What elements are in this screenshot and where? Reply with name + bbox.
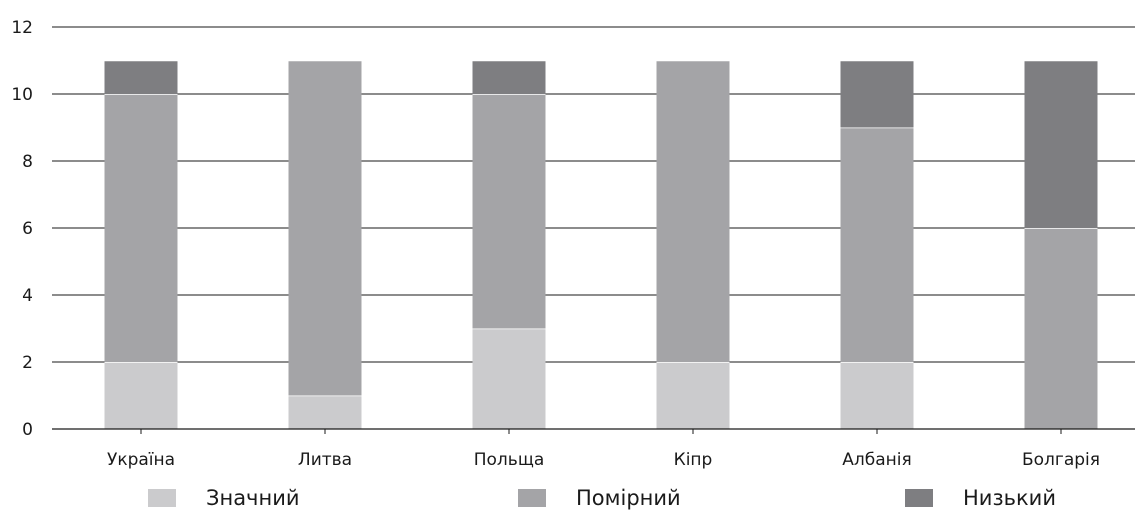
bar-segment-5-2	[1024, 60, 1098, 228]
bar-segment-1-1	[288, 60, 362, 396]
x-tick-label-3: Кіпр	[674, 450, 713, 470]
legend-swatch-moderate	[518, 489, 546, 507]
x-tick-label-5: Болгарія	[1022, 450, 1100, 470]
x-tick-label-2: Польща	[474, 450, 545, 470]
bar-segment-3-1	[656, 60, 730, 362]
x-axis-ticks: Україна Литва Польща Кіпр Албанія Болгарія	[107, 429, 1100, 470]
bar-segment-4-2	[840, 60, 914, 128]
y-tick-label-2: 2	[22, 353, 33, 373]
y-tick-label-8: 8	[22, 152, 33, 172]
bar-segment-2-1	[472, 94, 546, 329]
bar-segment-0-0	[104, 362, 178, 429]
y-tick-label-6: 6	[22, 219, 33, 239]
legend-label-low: Низький	[963, 486, 1056, 510]
gridlines	[52, 26, 1135, 430]
y-tick-label-10: 10	[11, 85, 33, 105]
y-tick-label-0: 0	[22, 420, 33, 440]
bar-segment-1-0	[288, 395, 362, 429]
bar-segment-4-0	[840, 362, 914, 429]
bars	[104, 59, 1098, 429]
y-axis-ticks: 0 2 4 6 8 10 12	[11, 18, 33, 440]
bar-segment-0-1	[104, 94, 178, 362]
legend-swatch-significant	[148, 489, 176, 507]
legend-item-significant: Значний	[148, 486, 300, 510]
bar-segment-5-1	[1024, 228, 1098, 429]
bar-segment-2-0	[472, 328, 546, 429]
x-tick-label-0: Україна	[107, 450, 175, 470]
bar-segment-2-2	[472, 60, 546, 94]
legend: Значний Помірний Низький	[0, 486, 1141, 512]
bar-segment-3-0	[656, 362, 730, 429]
x-tick-label-4: Албанія	[842, 450, 911, 470]
y-tick-label-4: 4	[22, 286, 33, 306]
bar-segment-4-1	[840, 127, 914, 362]
legend-label-significant: Значний	[206, 486, 300, 510]
legend-item-moderate: Помірний	[518, 486, 681, 510]
legend-label-moderate: Помірний	[576, 486, 681, 510]
bar-segment-0-2	[104, 60, 178, 94]
stacked-bar-chart: 0 2 4 6 8 10 12 Україна Литва Польща Кіпр Албанія Б…	[11, 18, 1135, 470]
legend-swatch-low	[905, 489, 933, 507]
x-tick-label-1: Литва	[298, 450, 352, 470]
y-tick-label-12: 12	[11, 18, 33, 38]
legend-item-low: Низький	[905, 486, 1056, 510]
